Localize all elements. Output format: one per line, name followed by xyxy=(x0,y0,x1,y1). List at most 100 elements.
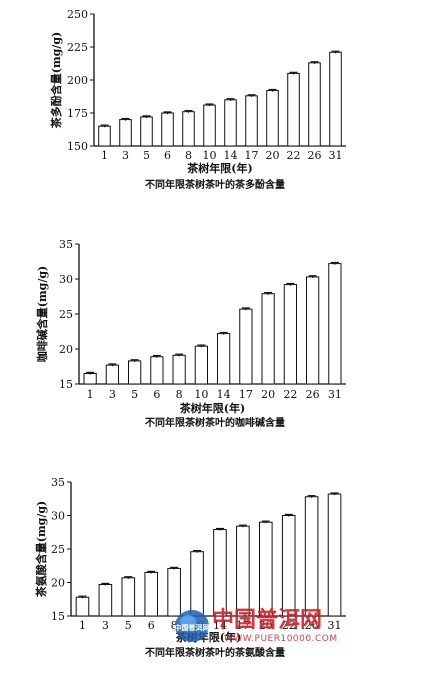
y-axis-title: 茶氨酸含量(mg/g) xyxy=(34,501,48,598)
y-tick-label: 30 xyxy=(51,510,65,523)
y-tick-label: 25 xyxy=(59,308,73,321)
x-axis-title: 茶树年限(年) xyxy=(186,161,252,175)
x-tick-label: 8 xyxy=(176,388,183,401)
bar-14 xyxy=(213,529,227,617)
y-tick-label: 25 xyxy=(51,543,65,556)
bar-17 xyxy=(245,95,258,147)
bar-31 xyxy=(327,493,342,617)
globe-highlight xyxy=(180,615,196,629)
bar-1 xyxy=(83,373,97,385)
y-tick-label: 35 xyxy=(51,476,65,489)
bar-1 xyxy=(75,596,90,617)
bar-31 xyxy=(328,263,342,385)
x-tick-label: 5 xyxy=(143,149,150,162)
x-tick-label: 26 xyxy=(308,149,322,162)
x-tick-label: 14 xyxy=(224,149,238,162)
bar-1 xyxy=(98,125,111,147)
bar-26 xyxy=(304,496,319,617)
y-axis-title: 茶多酚含量(mg/g) xyxy=(49,32,63,129)
bar-22 xyxy=(281,515,296,617)
x-tick-label: 3 xyxy=(102,619,109,632)
y-tick-label: 30 xyxy=(59,273,73,286)
y-axis-title: 咖啡碱含量(mg/g) xyxy=(35,266,49,362)
bar-22 xyxy=(283,284,297,385)
bar-10 xyxy=(190,551,204,617)
bar-26 xyxy=(306,276,320,385)
bar-10 xyxy=(194,345,208,385)
y-tick-label: 250 xyxy=(67,8,88,21)
y-tick-label: 150 xyxy=(67,140,88,153)
bar-26 xyxy=(308,62,321,147)
x-tick-label: 6 xyxy=(148,619,155,632)
bar-14 xyxy=(217,333,231,385)
x-tick-label: 17 xyxy=(245,149,259,162)
bar-8 xyxy=(167,567,181,617)
bar-14 xyxy=(224,99,237,147)
x-tick-label: 6 xyxy=(164,149,171,162)
x-tick-label: 31 xyxy=(328,619,342,632)
bar-8 xyxy=(172,354,186,385)
x-axis-title: 茶树年限(年) xyxy=(179,401,245,415)
chart-title: 不同年限茶树茶叶的茶多酚含量 xyxy=(145,178,285,191)
bar-3 xyxy=(119,119,132,147)
chart-1: 150 175 200 225 250 1 3 5 6 8 10 14 17 20 22 26 31 茶树年限(年… xyxy=(49,8,346,191)
y-tick-label: 15 xyxy=(51,610,65,623)
bar-5 xyxy=(128,360,142,385)
y-tick-label: 200 xyxy=(67,74,88,87)
watermark-name: 中国普洱网 xyxy=(212,607,322,633)
x-tick-label: 5 xyxy=(131,388,138,401)
bar-6 xyxy=(144,571,159,617)
bar-6 xyxy=(150,356,164,385)
x-tick-label: 31 xyxy=(329,149,343,162)
x-tick-label: 22 xyxy=(287,149,301,162)
bar-8 xyxy=(182,111,195,147)
x-tick-label: 22 xyxy=(283,388,297,401)
x-tick-label: 1 xyxy=(101,149,108,162)
x-tick-label: 26 xyxy=(306,388,320,401)
x-tick-label: 20 xyxy=(261,388,275,401)
bar-10 xyxy=(203,104,216,147)
bar-17 xyxy=(239,308,253,385)
watermark-url: WWW.PUER10000.COM xyxy=(224,634,338,644)
bar-22 xyxy=(287,72,300,147)
bar-5 xyxy=(121,577,136,617)
x-tick-label: 10 xyxy=(194,388,208,401)
bar-20 xyxy=(258,521,273,617)
x-tick-label: 1 xyxy=(87,388,94,401)
y-tick-label: 35 xyxy=(59,238,73,251)
bar-3 xyxy=(98,584,113,617)
x-tick-label: 22 xyxy=(282,619,296,632)
x-tick-label: 8 xyxy=(171,619,178,632)
y-tick-label: 225 xyxy=(67,41,88,54)
x-tick-label: 14 xyxy=(213,619,227,632)
x-tick-label: 20 xyxy=(266,149,280,162)
bar-6 xyxy=(161,112,174,147)
x-tick-label: 5 xyxy=(125,619,132,632)
y-tick-label: 175 xyxy=(67,107,88,120)
bar-17 xyxy=(236,525,250,617)
x-tick-label: 6 xyxy=(153,388,160,401)
x-tick-label: 3 xyxy=(109,388,116,401)
x-tick-label: 14 xyxy=(217,388,231,401)
y-tick-label: 20 xyxy=(51,577,65,590)
y-tick-label: 20 xyxy=(59,343,73,356)
bar-5 xyxy=(140,116,153,147)
chart-title: 不同年限茶树茶叶的茶氨酸含量 xyxy=(145,646,285,659)
x-tick-label: 10 xyxy=(203,149,217,162)
x-tick-label: 1 xyxy=(79,619,86,632)
x-tick-label: 17 xyxy=(239,388,253,401)
bar-20 xyxy=(266,90,279,147)
x-tick-label: 26 xyxy=(305,619,319,632)
x-tick-label: 8 xyxy=(185,149,192,162)
x-tick-label: 31 xyxy=(328,388,342,401)
bar-3 xyxy=(105,364,119,385)
x-tick-label: 17 xyxy=(236,619,250,632)
watermark-badge: 中国普洱网 xyxy=(175,623,210,632)
chart-3: 15202530351356810141720222631茶树年限(年)茶氨酸含… xyxy=(34,476,346,659)
bar-31 xyxy=(329,51,342,147)
chart-title: 不同年限茶树茶叶的咖啡碱含量 xyxy=(145,416,285,429)
y-tick-label: 15 xyxy=(59,378,73,391)
